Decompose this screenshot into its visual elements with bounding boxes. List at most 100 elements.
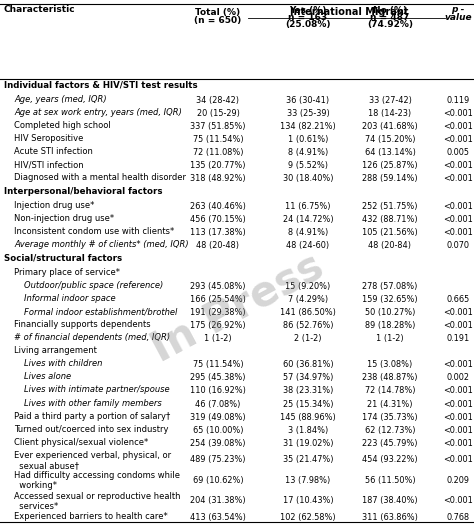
Text: <0.001: <0.001: [443, 122, 473, 131]
Text: Inconsistent condom use with clients*: Inconsistent condom use with clients*: [14, 227, 174, 236]
Text: Average monthly # of clients* (med, IQR): Average monthly # of clients* (med, IQR): [14, 240, 189, 249]
Text: 293 (45.08%): 293 (45.08%): [190, 282, 246, 291]
Text: Diagnosed with a mental health disorder: Diagnosed with a mental health disorder: [14, 173, 186, 182]
Text: 30 (18.40%): 30 (18.40%): [283, 174, 333, 183]
Text: Social/structural factors: Social/structural factors: [4, 254, 122, 263]
Text: Primary place of service*: Primary place of service*: [14, 268, 120, 277]
Text: 141 (86.50%): 141 (86.50%): [280, 308, 336, 317]
Text: 263 (40.46%): 263 (40.46%): [190, 202, 246, 211]
Text: 1 (1-2): 1 (1-2): [204, 334, 232, 343]
Text: Outdoor/public space (reference): Outdoor/public space (reference): [24, 281, 163, 290]
Text: 18 (14-23): 18 (14-23): [368, 109, 411, 118]
Text: 74 (15.20%): 74 (15.20%): [365, 135, 415, 144]
Text: 46 (7.08%): 46 (7.08%): [195, 400, 241, 409]
Text: 105 (21.56%): 105 (21.56%): [362, 228, 418, 237]
Text: 15 (3.08%): 15 (3.08%): [367, 361, 413, 370]
Text: 7 (4.29%): 7 (4.29%): [288, 295, 328, 304]
Text: Injection drug use*: Injection drug use*: [14, 201, 94, 210]
Text: 57 (34.97%): 57 (34.97%): [283, 373, 333, 382]
Text: Individual factors & HIV/STI test results: Individual factors & HIV/STI test result…: [4, 80, 198, 90]
Text: 0.005: 0.005: [447, 148, 470, 157]
Text: 75 (11.54%): 75 (11.54%): [193, 361, 243, 370]
Text: (n = 650): (n = 650): [194, 15, 242, 24]
Text: <0.001: <0.001: [443, 386, 473, 395]
Text: Had difficulty accessing condoms while
  working*: Had difficulty accessing condoms while w…: [14, 471, 180, 491]
Text: (74.92%): (74.92%): [367, 20, 413, 29]
Text: Lives with intimate partner/spouse: Lives with intimate partner/spouse: [24, 385, 170, 394]
Text: <0.001: <0.001: [443, 400, 473, 409]
Text: 456 (70.15%): 456 (70.15%): [190, 215, 246, 224]
Text: 337 (51.85%): 337 (51.85%): [190, 122, 246, 131]
Text: 11 (6.75%): 11 (6.75%): [285, 202, 331, 211]
Text: 0.191: 0.191: [447, 334, 470, 343]
Text: 20 (15-29): 20 (15-29): [197, 109, 239, 118]
Text: 110 (16.92%): 110 (16.92%): [190, 386, 246, 395]
Text: 102 (62.58%): 102 (62.58%): [280, 513, 336, 522]
Text: 38 (23.31%): 38 (23.31%): [283, 386, 333, 395]
Text: 86 (52.76%): 86 (52.76%): [283, 322, 333, 331]
Text: <0.001: <0.001: [443, 308, 473, 317]
Text: 319 (49.08%): 319 (49.08%): [190, 412, 246, 421]
Text: 113 (17.38%): 113 (17.38%): [190, 228, 246, 237]
Text: 0.002: 0.002: [447, 373, 470, 382]
Text: 9 (5.52%): 9 (5.52%): [288, 161, 328, 170]
Text: 166 (25.54%): 166 (25.54%): [190, 295, 246, 304]
Text: 34 (28-42): 34 (28-42): [197, 96, 239, 105]
Text: 175 (26.92%): 175 (26.92%): [190, 322, 246, 331]
Text: 17 (10.43%): 17 (10.43%): [283, 496, 333, 505]
Text: Completed high school: Completed high school: [14, 121, 111, 130]
Text: 56 (11.50%): 56 (11.50%): [365, 476, 415, 485]
Text: 1 (1-2): 1 (1-2): [376, 334, 404, 343]
Text: Characteristic: Characteristic: [4, 5, 76, 14]
Text: 288 (59.14%): 288 (59.14%): [362, 174, 418, 183]
Text: 203 (41.68%): 203 (41.68%): [362, 122, 418, 131]
Text: # of financial dependents (med, IQR): # of financial dependents (med, IQR): [14, 333, 170, 342]
Text: Experienced barriers to health care*: Experienced barriers to health care*: [14, 512, 168, 521]
Text: <0.001: <0.001: [443, 496, 473, 505]
Text: 191 (29.38%): 191 (29.38%): [190, 308, 246, 317]
Text: Informal indoor space: Informal indoor space: [24, 294, 116, 303]
Text: 318 (48.92%): 318 (48.92%): [190, 174, 246, 183]
Text: 13 (7.98%): 13 (7.98%): [285, 476, 331, 485]
Text: 254 (39.08%): 254 (39.08%): [190, 439, 246, 448]
Text: Lives with other family members: Lives with other family members: [24, 399, 162, 408]
Text: Ever experienced verbal, physical, or
  sexual abuse†: Ever experienced verbal, physical, or se…: [14, 451, 171, 470]
Text: <0.001: <0.001: [443, 412, 473, 421]
Text: 25 (15.34%): 25 (15.34%): [283, 400, 333, 409]
Text: HIV/STI infection: HIV/STI infection: [14, 160, 83, 169]
Text: 15 (9.20%): 15 (9.20%): [285, 282, 331, 291]
Text: <0.001: <0.001: [443, 426, 473, 435]
Text: 31 (19.02%): 31 (19.02%): [283, 439, 333, 448]
Text: Yes (%): Yes (%): [289, 5, 327, 14]
Text: 295 (45.38%): 295 (45.38%): [190, 373, 246, 382]
Text: 0.665: 0.665: [447, 295, 470, 304]
Text: <0.001: <0.001: [443, 322, 473, 331]
Text: <0.001: <0.001: [443, 109, 473, 118]
Text: 35 (21.47%): 35 (21.47%): [283, 455, 333, 464]
Text: (25.08%): (25.08%): [285, 20, 331, 29]
Text: Financially supports dependents: Financially supports dependents: [14, 320, 151, 329]
Text: 36 (30-41): 36 (30-41): [286, 96, 329, 105]
Text: 48 (20-48): 48 (20-48): [197, 241, 239, 250]
Text: 72 (14.78%): 72 (14.78%): [365, 386, 415, 395]
Text: n = 163: n = 163: [289, 13, 328, 22]
Text: Acute STI infection: Acute STI infection: [14, 147, 93, 156]
Text: HIV Seropositive: HIV Seropositive: [14, 134, 83, 143]
Text: 48 (24-60): 48 (24-60): [286, 241, 329, 250]
Text: <0.001: <0.001: [443, 202, 473, 211]
Text: <0.001: <0.001: [443, 135, 473, 144]
Text: 145 (88.96%): 145 (88.96%): [280, 412, 336, 421]
Text: 48 (20-84): 48 (20-84): [368, 241, 411, 250]
Text: <0.001: <0.001: [443, 361, 473, 370]
Text: 311 (63.86%): 311 (63.86%): [362, 513, 418, 522]
Text: Lives alone: Lives alone: [24, 372, 71, 381]
Text: value: value: [444, 13, 472, 22]
Text: 134 (82.21%): 134 (82.21%): [280, 122, 336, 131]
Text: 187 (38.40%): 187 (38.40%): [362, 496, 418, 505]
Text: <0.001: <0.001: [443, 455, 473, 464]
Text: <0.001: <0.001: [443, 439, 473, 448]
Text: Turned out/coerced into sex industry: Turned out/coerced into sex industry: [14, 425, 168, 433]
Text: 0.209: 0.209: [447, 476, 470, 485]
Text: 223 (45.79%): 223 (45.79%): [362, 439, 418, 448]
Text: 33 (27-42): 33 (27-42): [369, 96, 411, 105]
